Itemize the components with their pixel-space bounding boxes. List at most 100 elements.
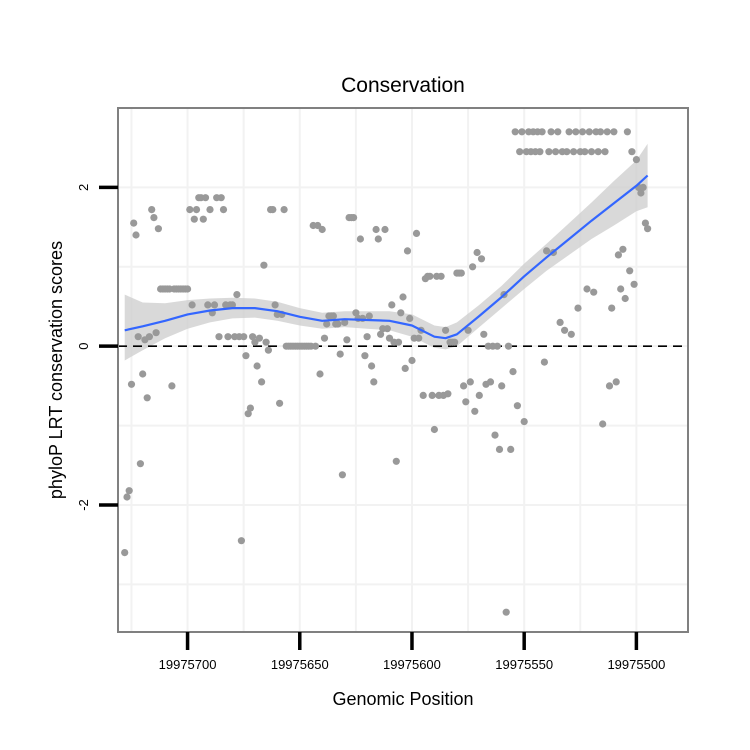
data-point xyxy=(352,309,360,317)
data-point xyxy=(253,362,261,370)
smooth-line-layer xyxy=(124,174,649,340)
data-point xyxy=(258,378,266,386)
data-point xyxy=(594,148,602,156)
data-point xyxy=(123,493,131,501)
data-point xyxy=(610,128,618,136)
data-point xyxy=(246,404,254,412)
data-point xyxy=(363,333,371,341)
data-point xyxy=(154,225,162,233)
data-point xyxy=(374,235,382,243)
x-tick-label: 19975700 xyxy=(159,657,217,672)
data-point xyxy=(581,148,589,156)
data-point xyxy=(368,362,376,370)
data-point xyxy=(320,334,329,342)
data-point xyxy=(507,445,515,453)
data-point xyxy=(240,333,248,341)
data-point xyxy=(190,215,198,223)
data-point xyxy=(210,301,219,309)
y-tick-label: 2 xyxy=(76,184,91,191)
data-point xyxy=(242,352,250,360)
data-point xyxy=(612,378,620,386)
data-point xyxy=(545,148,553,156)
data-point xyxy=(437,272,445,280)
chart-title: Conservation xyxy=(341,74,465,97)
y-tick-label: 0 xyxy=(76,343,91,350)
data-point xyxy=(567,330,575,338)
data-point xyxy=(626,267,634,275)
data-point xyxy=(329,312,337,320)
data-point xyxy=(408,356,416,365)
data-point xyxy=(552,148,560,156)
data-point xyxy=(399,293,407,301)
data-point xyxy=(145,333,153,341)
data-point xyxy=(188,301,196,309)
data-point xyxy=(543,247,551,255)
data-point xyxy=(403,247,412,255)
data-point xyxy=(444,390,452,398)
data-point xyxy=(249,333,257,341)
data-point xyxy=(511,128,519,136)
data-point xyxy=(350,214,358,222)
y-axis: 2 0 -2 xyxy=(76,184,118,511)
data-point xyxy=(316,370,324,378)
data-point xyxy=(428,391,436,399)
data-point xyxy=(477,255,486,263)
data-point xyxy=(596,128,605,136)
data-point xyxy=(394,338,403,346)
data-point xyxy=(184,285,192,293)
data-point xyxy=(464,326,472,334)
data-point xyxy=(201,194,210,202)
data-point xyxy=(150,214,158,222)
x-tick-label: 19975500 xyxy=(607,657,665,672)
data-point xyxy=(127,380,136,388)
data-point xyxy=(260,261,268,269)
confidence-band xyxy=(124,143,648,361)
data-point xyxy=(491,431,499,439)
grid-lines xyxy=(119,109,687,631)
data-point xyxy=(143,394,151,402)
data-point xyxy=(125,487,133,495)
data-point xyxy=(601,148,609,156)
data-point xyxy=(561,326,569,334)
data-point xyxy=(262,338,270,346)
data-point xyxy=(276,399,284,407)
data-point xyxy=(495,445,504,453)
data-point xyxy=(334,320,342,328)
data-points xyxy=(121,128,652,616)
data-point xyxy=(469,263,477,271)
data-point xyxy=(513,402,522,410)
data-point xyxy=(621,294,629,303)
y-tick-label: -2 xyxy=(76,499,91,511)
data-point xyxy=(343,336,351,344)
data-point xyxy=(572,128,580,136)
data-point xyxy=(377,330,385,338)
data-point xyxy=(148,206,156,214)
data-point xyxy=(269,206,277,214)
data-point xyxy=(392,457,400,465)
data-point xyxy=(136,460,144,468)
data-point xyxy=(233,291,241,299)
data-point xyxy=(502,608,510,616)
data-point xyxy=(516,148,524,156)
data-point xyxy=(493,342,501,350)
data-point xyxy=(619,245,627,253)
data-point xyxy=(419,391,427,399)
data-point xyxy=(370,378,378,386)
y-axis-label: phyloP LRT conservation scores xyxy=(46,241,66,499)
data-point xyxy=(406,314,414,322)
data-point xyxy=(614,251,623,259)
data-point xyxy=(587,148,596,156)
data-point xyxy=(578,128,587,136)
data-point xyxy=(498,382,506,390)
data-point xyxy=(630,280,638,288)
data-point xyxy=(206,206,214,214)
data-point xyxy=(152,329,160,337)
data-point xyxy=(457,269,465,277)
data-point xyxy=(547,128,555,136)
data-point xyxy=(460,382,468,390)
data-point xyxy=(475,391,483,399)
data-point xyxy=(323,320,331,328)
data-point xyxy=(518,128,526,136)
